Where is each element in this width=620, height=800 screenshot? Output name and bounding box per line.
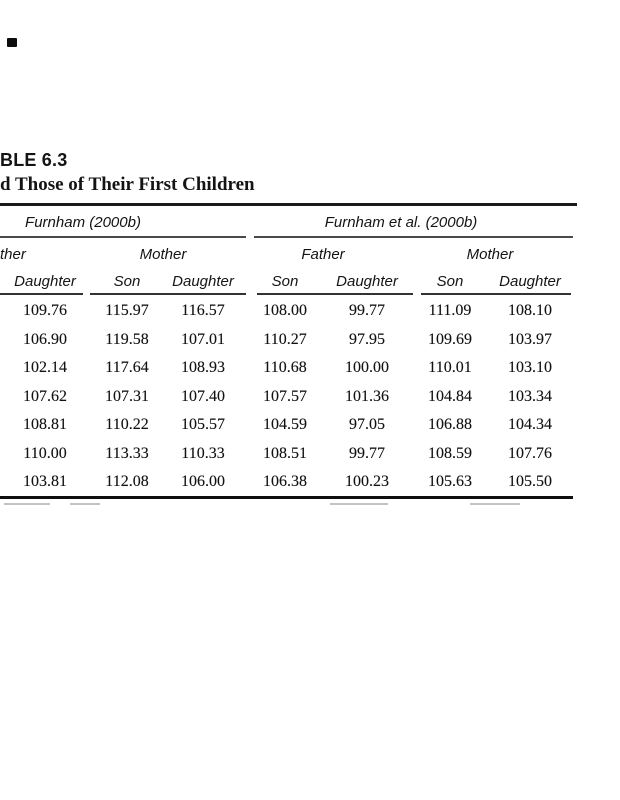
iq-value-cell: 107.76 bbox=[508, 444, 552, 462]
scan-artifact bbox=[70, 503, 100, 505]
iq-value-cell: 106.88 bbox=[428, 416, 472, 433]
iq-value-cell: 97.95 bbox=[349, 330, 385, 348]
iq-value-cell: 110.33 bbox=[181, 444, 225, 462]
parent-header-father-cutoff: ther bbox=[0, 246, 26, 263]
iq-value-cell: 104.59 bbox=[263, 416, 307, 433]
iq-value-cell: 103.34 bbox=[508, 387, 552, 405]
iq-value-cell: 117.64 bbox=[105, 359, 149, 376]
iq-value-cell: 107.57 bbox=[263, 387, 307, 405]
iq-value-cell: 104.84 bbox=[428, 387, 472, 405]
iq-value-cell: 106.00 bbox=[181, 473, 225, 490]
scan-artifact bbox=[330, 503, 388, 505]
iq-value-cell: 108.10 bbox=[508, 302, 552, 319]
table-row: 106.90 119.58 107.01 110.27 97.95 109.69 103.9… bbox=[0, 331, 620, 353]
iq-value-cell: 99.77 bbox=[349, 302, 385, 319]
iq-value-cell: 99.77 bbox=[349, 444, 385, 462]
column-header: Daughter bbox=[172, 273, 234, 290]
study-group-header-furnham: Furnham (2000b) bbox=[25, 214, 141, 231]
iq-value-cell: 100.23 bbox=[345, 473, 389, 490]
column-header: Son bbox=[271, 273, 299, 290]
column-header: Daughter bbox=[336, 273, 398, 290]
iq-value-cell: 105.50 bbox=[508, 473, 552, 490]
iq-value-cell: 108.00 bbox=[263, 302, 307, 319]
iq-value-cell: 109.76 bbox=[23, 302, 67, 319]
table-top-rule bbox=[0, 203, 577, 206]
iq-value-cell: 110.00 bbox=[23, 444, 67, 462]
iq-value-cell: 110.22 bbox=[105, 416, 149, 433]
column-header: Son bbox=[113, 273, 141, 290]
iq-value-cell: 104.34 bbox=[508, 416, 552, 433]
table-row: 109.76 115.97 116.57 108.00 99.77 111.09 108.1… bbox=[0, 302, 620, 324]
iq-value-cell: 111.09 bbox=[428, 302, 472, 319]
iq-value-cell: 116.57 bbox=[181, 302, 225, 319]
scan-artifact bbox=[470, 503, 520, 505]
iq-value-cell: 102.14 bbox=[23, 359, 67, 376]
table-row: 108.81 110.22 105.57 104.59 97.05 106.88 104.3… bbox=[0, 416, 620, 438]
parent-header-mother-left: Mother bbox=[139, 246, 187, 263]
parent-header-father-right: Father bbox=[301, 246, 345, 263]
iq-value-cell: 109.69 bbox=[428, 330, 472, 348]
iq-value-cell: 107.31 bbox=[105, 387, 149, 405]
column-header: Daughter bbox=[499, 273, 561, 290]
iq-value-cell: 97.05 bbox=[349, 416, 385, 433]
subheader-rule bbox=[90, 293, 246, 295]
iq-value-cell: 100.00 bbox=[345, 359, 389, 376]
iq-value-cell: 115.97 bbox=[105, 302, 149, 319]
iq-value-cell: 105.63 bbox=[428, 473, 472, 490]
iq-value-cell: 112.08 bbox=[105, 473, 149, 490]
table-row: 103.81 112.08 106.00 106.38 100.23 105.63 105.… bbox=[0, 473, 620, 495]
subheader-rule bbox=[0, 293, 83, 295]
iq-value-cell: 110.27 bbox=[263, 330, 307, 348]
table-row: 107.62 107.31 107.40 107.57 101.36 104.84 103.… bbox=[0, 388, 620, 410]
iq-value-cell: 107.40 bbox=[181, 387, 225, 405]
iq-value-cell: 108.51 bbox=[263, 444, 307, 462]
iq-value-cell: 108.59 bbox=[428, 444, 472, 462]
scan-speck bbox=[7, 38, 17, 47]
parent-header-mother-right: Mother bbox=[466, 246, 514, 263]
iq-value-cell: 110.01 bbox=[428, 359, 472, 376]
iq-value-cell: 101.36 bbox=[345, 387, 389, 405]
iq-value-cell: 107.01 bbox=[181, 330, 225, 348]
iq-value-cell: 110.68 bbox=[263, 359, 307, 376]
iq-value-cell: 103.97 bbox=[508, 330, 552, 348]
subheader-rule bbox=[257, 293, 413, 295]
column-header: Daughter bbox=[14, 273, 76, 290]
table-bottom-rule bbox=[0, 496, 573, 499]
table-caption: d Those of Their First Children bbox=[0, 174, 255, 195]
column-header: Son bbox=[436, 273, 464, 290]
table-number-title: BLE 6.3 bbox=[0, 150, 68, 170]
iq-value-cell: 106.38 bbox=[263, 473, 307, 490]
iq-value-cell: 107.62 bbox=[23, 387, 67, 405]
iq-value-cell: 108.93 bbox=[181, 359, 225, 376]
group-rule-left bbox=[0, 236, 246, 238]
table-row: 110.00 113.33 110.33 108.51 99.77 108.59 107.7… bbox=[0, 445, 620, 467]
scan-artifact bbox=[4, 503, 50, 505]
table-row: 102.14 117.64 108.93 110.68 100.00 110.01 103.… bbox=[0, 359, 620, 381]
iq-value-cell: 119.58 bbox=[105, 330, 149, 348]
subheader-rule bbox=[421, 293, 571, 295]
iq-value-cell: 106.90 bbox=[23, 330, 67, 348]
iq-value-cell: 103.81 bbox=[23, 473, 67, 490]
iq-value-cell: 108.81 bbox=[23, 416, 67, 433]
iq-value-cell: 113.33 bbox=[105, 444, 149, 462]
iq-value-cell: 105.57 bbox=[181, 416, 225, 433]
iq-value-cell: 103.10 bbox=[508, 359, 552, 376]
group-rule-right bbox=[254, 236, 573, 238]
study-group-header-furnham-et-al: Furnham et al. (2000b) bbox=[324, 214, 478, 231]
